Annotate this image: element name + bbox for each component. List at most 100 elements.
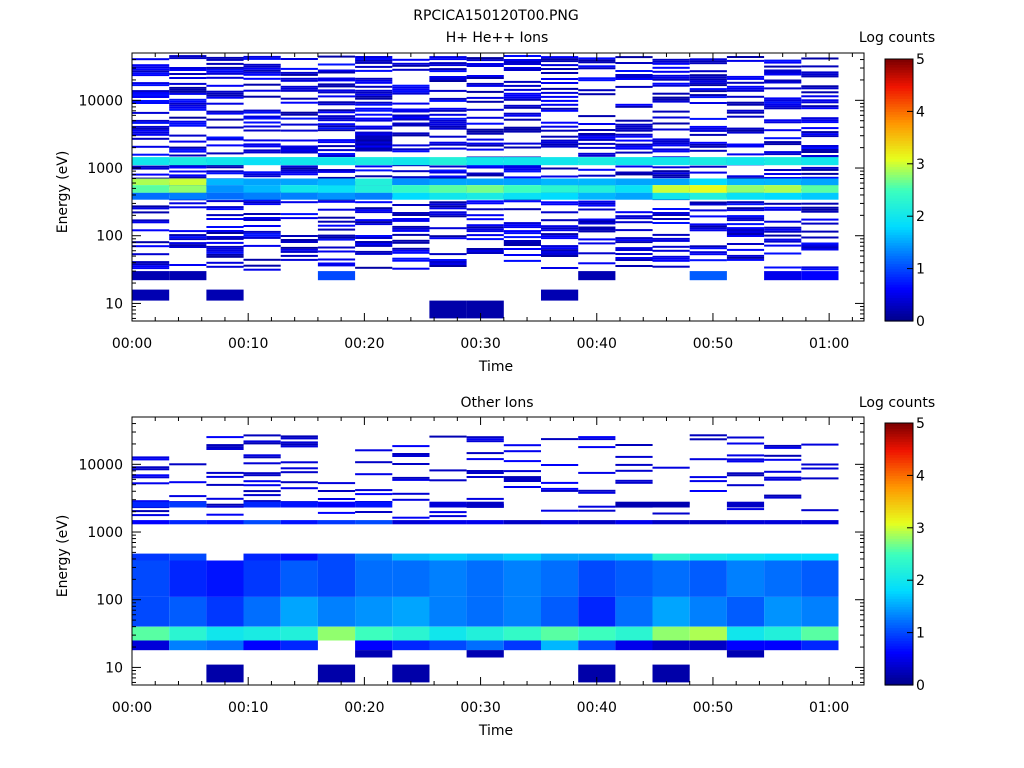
heatmap-cell [392, 204, 430, 206]
heatmap-cell [317, 176, 356, 179]
heatmap-cell [541, 107, 579, 110]
heatmap-cell [615, 221, 653, 224]
heatmap-cell [392, 90, 430, 93]
heatmap-cell [578, 560, 616, 597]
heatmap-cell [541, 289, 579, 301]
heatmap-cell [243, 626, 281, 641]
heatmap-cell [317, 258, 356, 261]
heatmap-cell [206, 206, 244, 209]
heatmap-cell [132, 100, 170, 102]
heatmap-cell [615, 501, 653, 508]
colorbar-tick-label: 1 [916, 626, 925, 642]
heatmap-cell [652, 92, 690, 95]
heatmap-cell [764, 87, 802, 90]
heatmap-cell [466, 202, 504, 205]
heatmap-cell [429, 259, 467, 261]
heatmap-cell [132, 514, 170, 517]
heatmap-cell [132, 185, 170, 193]
heatmap-cell [726, 59, 765, 62]
heatmap-cell [392, 118, 430, 121]
heatmap-cell [392, 664, 430, 683]
heatmap-cell [317, 91, 356, 94]
heatmap-cell [392, 110, 430, 113]
colorbar-segment [885, 203, 913, 207]
x-tick-label: 00:40 [577, 336, 617, 352]
heatmap-cell [689, 80, 727, 83]
y-tick-label: 100 [96, 593, 123, 609]
heatmap-cell [317, 89, 356, 92]
heatmap-cell [578, 509, 616, 512]
colorbar-segment [885, 616, 913, 621]
colorbar-segment [885, 540, 913, 545]
heatmap-cell [429, 213, 467, 216]
heatmap-cell [615, 560, 653, 597]
heatmap-cell [541, 255, 579, 257]
heatmap-cell [726, 256, 765, 259]
heatmap-cell [280, 165, 318, 168]
heatmap-cell [132, 125, 170, 128]
heatmap-cell [466, 214, 504, 217]
heatmap-cell [132, 119, 170, 122]
colorbar-segment [885, 556, 913, 560]
heatmap-cell [801, 509, 839, 512]
heatmap-cell [280, 139, 318, 142]
colorbar-segment [885, 582, 913, 587]
heatmap-cell [726, 553, 765, 561]
heatmap-cell [243, 67, 281, 70]
heatmap-cell [689, 171, 727, 174]
heatmap-cell [280, 79, 318, 82]
heatmap-cell [578, 154, 616, 157]
heatmap-cell [355, 243, 393, 245]
heatmap-cell [689, 76, 727, 79]
heatmap-cell [243, 111, 281, 114]
colorbar-segment [885, 148, 913, 152]
heatmap-cell [726, 207, 765, 210]
heatmap-cell [726, 178, 765, 186]
colorbar-segment [885, 509, 913, 513]
heatmap-cell [764, 206, 802, 209]
heatmap-cell [578, 626, 616, 641]
heatmap-cell [801, 107, 839, 110]
heatmap-cell [764, 157, 802, 166]
heatmap-cell [764, 99, 802, 102]
heatmap-cell [541, 139, 579, 142]
heatmap-cell [541, 60, 579, 63]
heatmap-cell [615, 217, 653, 220]
colorbar-segment [885, 514, 913, 518]
colorbar-segment [885, 87, 913, 92]
heatmap-cell [503, 236, 541, 239]
colorbar-tick-label: 0 [916, 314, 925, 330]
heatmap-cell [578, 218, 616, 221]
heatmap-cell [169, 166, 207, 169]
heatmap-cell [726, 231, 765, 233]
heatmap-cell [132, 121, 170, 124]
heatmap-cell [243, 230, 281, 233]
heatmap-cell [466, 238, 504, 241]
heatmap-cell [355, 201, 393, 204]
colorbar-segment [885, 491, 913, 495]
heatmap-cell [764, 220, 802, 223]
heatmap-cell [615, 139, 653, 142]
colorbar-segment [885, 85, 913, 89]
heatmap-cell [429, 175, 467, 178]
heatmap-cell [503, 94, 541, 97]
heatmap-cell [578, 129, 616, 131]
heatmap-cell [764, 105, 802, 108]
heatmap-cell [355, 520, 393, 525]
heatmap-cell [132, 474, 170, 477]
heatmap-cell [392, 520, 430, 525]
heatmap-cell [801, 271, 839, 281]
heatmap-cell [317, 220, 356, 223]
heatmap-cell [206, 289, 244, 301]
colorbar-segment [885, 433, 913, 437]
heatmap-cell [689, 476, 727, 479]
heatmap-cell [689, 127, 727, 130]
heatmap-cell [206, 72, 244, 75]
heatmap-cell [466, 142, 504, 145]
x-tick-label: 01:00 [809, 336, 849, 352]
heatmap-cell [429, 261, 467, 263]
heatmap-cell [429, 211, 467, 214]
heatmap-cell [764, 476, 802, 479]
heatmap-cell [169, 271, 207, 281]
heatmap-cell [726, 458, 765, 461]
